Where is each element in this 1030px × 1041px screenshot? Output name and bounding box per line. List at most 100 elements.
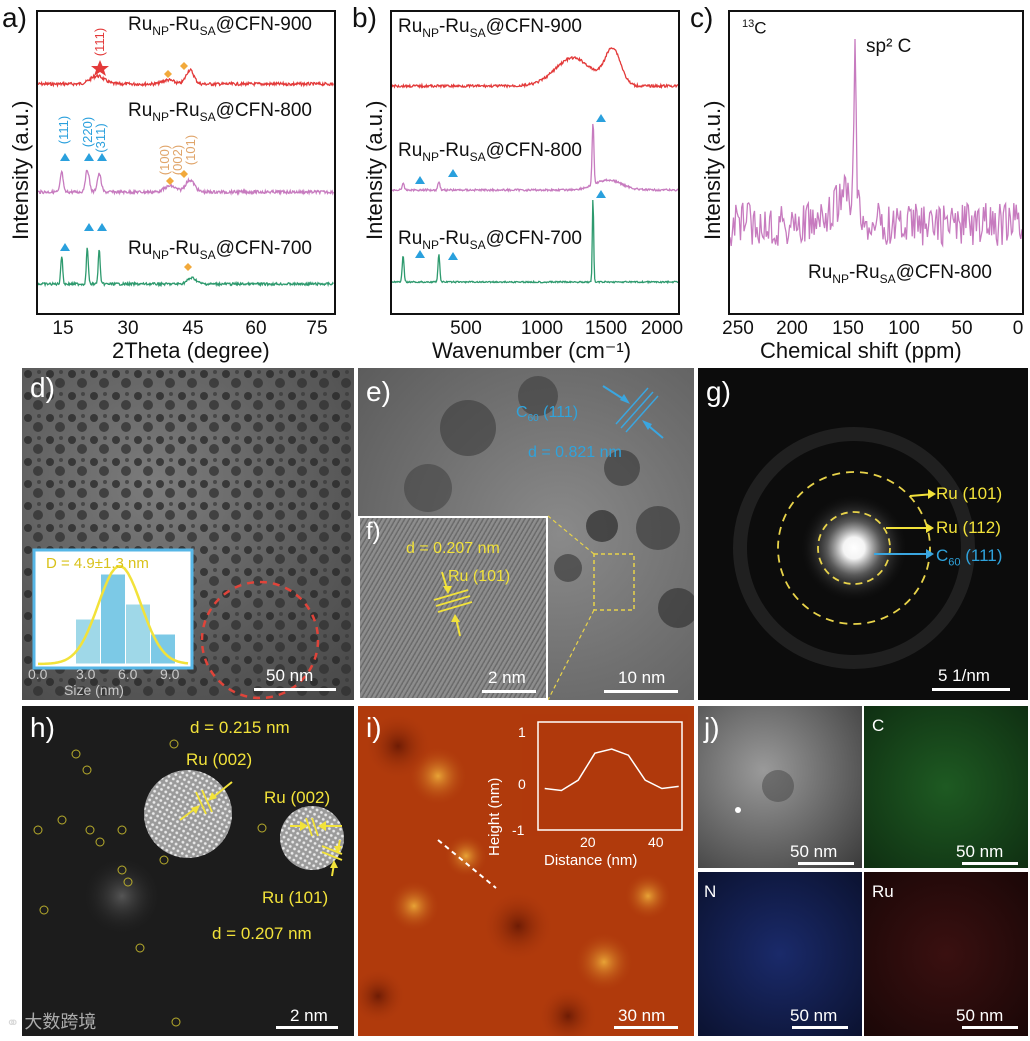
b220-label: (220) (80, 117, 95, 147)
tick-c-250: 250 (722, 318, 754, 339)
raman-label-800: RuNP-RuSA@CFN-800 (398, 140, 582, 164)
histogram-bar (75, 618, 101, 665)
i-ytick-1: 1 (518, 724, 526, 740)
inset-xlabel: Size (nm) (64, 682, 124, 698)
tick-a-30: 30 (117, 318, 139, 339)
b311-label: (311) (93, 123, 108, 152)
panel-f-svg (433, 571, 473, 637)
f-plane: Ru (101) (448, 568, 511, 585)
inset-title: D = 4.9±1.3 nm (46, 555, 149, 572)
inset-tick-6: 6.0 (118, 666, 138, 682)
raman-label-900: RuNP-RuSA@CFN-900 (398, 16, 582, 40)
scalebar-j4 (962, 1026, 1018, 1029)
triangle-marker (97, 153, 107, 161)
panel-d-image (22, 368, 354, 700)
red-111-label: (111) (92, 28, 107, 56)
ring2-label: Ru (112) (936, 518, 1001, 537)
triangle-marker (84, 223, 94, 231)
panel-b-svg (391, 47, 679, 285)
triangle-marker (97, 223, 107, 231)
ring3-label: C60 (111) (936, 546, 1003, 569)
tick-c-150: 150 (832, 318, 864, 339)
panel-i-image (358, 706, 694, 1036)
f-dspacing: d = 0.207 nm (406, 540, 500, 557)
panel-f-image (358, 516, 548, 700)
nmr-sample-label: RuNP-RuSA@CFN-800 (808, 262, 992, 286)
panel-f-letter: f) (366, 518, 381, 545)
nmr-curve-800 (729, 38, 1023, 248)
scale-e: 10 nm (618, 668, 666, 687)
b111-label: (111) (56, 116, 71, 144)
histogram-bars (75, 573, 176, 665)
panel-a-letter: a) (2, 2, 27, 33)
triangle-marker (60, 243, 70, 251)
raman-curve-800 (391, 123, 679, 193)
watermark-icon: ⚭ (6, 1015, 20, 1032)
scale-j2: 50 nm (956, 842, 1004, 861)
scale-j4: 50 nm (956, 1006, 1004, 1025)
tick-b-2000: 2000 (640, 318, 684, 339)
i-xtick-40: 40 (648, 834, 664, 850)
tick-a-45: 45 (182, 318, 204, 339)
tick-b-500: 500 (450, 318, 482, 339)
curve-label-700: RuNP-RuSA@CFN-700 (128, 238, 312, 262)
curve-label-900: RuNP-RuSA@CFN-900 (128, 14, 312, 38)
highlight-circle (200, 580, 320, 700)
scalebar-f (482, 690, 536, 693)
panel-d-letter: d) (30, 372, 55, 403)
triangle-marker (596, 190, 606, 198)
scalebar-j2 (962, 862, 1018, 865)
panel-b-letter: b) (352, 2, 377, 33)
diamond-marker (166, 177, 174, 185)
panel-g-letter: g) (706, 376, 731, 407)
tick-a-15: 15 (52, 318, 74, 339)
h-d1: d = 0.215 nm (190, 718, 290, 737)
panel-e-svg (404, 376, 694, 700)
h-p1: Ru (002) (186, 750, 253, 769)
i-inset-ylabel: Height (nm) (486, 777, 503, 856)
panel-b-ylabel: Intensity (a.u.) (362, 100, 387, 240)
watermark-logo: ⚭ 大数跨境 (6, 1008, 96, 1034)
map-ru-label: Ru (872, 882, 894, 901)
scale-f: 2 nm (488, 668, 526, 687)
triangle-marker (448, 252, 458, 260)
tick-b-1000: 1000 (520, 318, 564, 339)
panel-i-letter: i) (366, 712, 382, 743)
panel-g-svg (733, 427, 975, 669)
scale-d: 50 nm (266, 666, 314, 685)
i-ytick-0: 0 (518, 776, 526, 792)
tick-a-60: 60 (245, 318, 267, 339)
panel-h-svg (33, 739, 344, 1027)
o002-label: (002) (170, 145, 185, 175)
panel-a-plot: (111) (111) (220) (311) (100) (002) (101… (36, 10, 336, 315)
tick-a-75: 75 (306, 318, 328, 339)
histogram-bar (125, 603, 151, 665)
c60-dspacing: d = 0.821 nm (528, 444, 622, 461)
scale-g: 5 1/nm (938, 666, 990, 685)
diamond-marker (164, 70, 172, 78)
h-d2: d = 0.207 nm (212, 924, 312, 943)
curve-label-800: RuNP-RuSA@CFN-800 (128, 100, 312, 124)
o101-label: (101) (183, 135, 198, 165)
diamond-marker (180, 170, 188, 178)
single-atom-circles (33, 739, 267, 1027)
scale-h: 2 nm (290, 1006, 328, 1025)
tick-c-50: 50 (951, 318, 973, 339)
star-marker (91, 60, 109, 76)
tick-b-1500: 1500 (584, 318, 628, 339)
diamond-marker (184, 263, 192, 271)
panel-c-ylabel: Intensity (a.u.) (700, 100, 725, 240)
panel-j-map-c (864, 706, 1028, 868)
scale-j1: 50 nm (790, 842, 838, 861)
panel-j-haadf (698, 706, 862, 868)
scalebar-d (254, 688, 336, 691)
scalebar-h (276, 1026, 338, 1029)
panel-b-xlabel: Wavenumber (cm⁻¹) (432, 338, 632, 363)
h-p3: Ru (101) (262, 888, 329, 907)
panel-b-plot (390, 10, 680, 315)
panel-a-xlabel: 2Theta (degree) (112, 338, 270, 363)
panel-h-image (22, 706, 354, 1036)
panel-j-map-n (698, 872, 862, 1036)
scalebar-e (604, 690, 678, 693)
panel-c-plot (728, 10, 1024, 315)
